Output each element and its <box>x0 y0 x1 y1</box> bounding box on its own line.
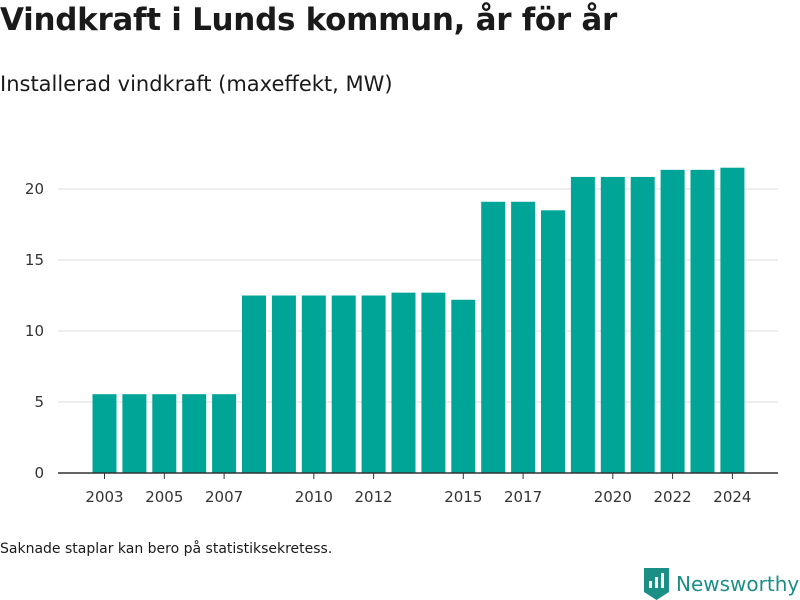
bars <box>92 167 745 474</box>
bar-2008 <box>242 295 266 473</box>
chart-title: Vindkraft i Lunds kommun, år för år <box>0 2 617 38</box>
chart-subtitle: Installerad vindkraft (maxeffekt, MW) <box>0 72 393 96</box>
y-axis-tick-labels: 0 5 10 15 20 <box>25 180 44 482</box>
x-tick-label: 2005 <box>145 488 183 506</box>
bar-2011 <box>331 295 356 473</box>
bar-2017 <box>511 201 536 473</box>
y-tick-label: 5 <box>34 393 44 411</box>
bar-chart: 0 5 10 15 20 2003 2005 2007 2010 2012 2015 2017 202… <box>25 167 778 506</box>
x-tick-label: 2022 <box>654 488 692 506</box>
bar-2019 <box>570 176 595 473</box>
bar-2016 <box>481 201 506 473</box>
bar-2007 <box>212 394 237 473</box>
x-tick-label: 2017 <box>504 488 542 506</box>
y-tick-label: 0 <box>34 464 44 482</box>
bar-2024 <box>720 167 745 473</box>
bar-2022 <box>660 169 685 473</box>
x-axis-ticks: 2003 2005 2007 2010 2012 2015 2017 2020 2022 2024 <box>85 473 751 506</box>
bar-2013 <box>391 292 416 473</box>
bar-2018 <box>541 210 565 474</box>
bar-2009 <box>271 295 296 473</box>
brand-logo: Newsworthy <box>644 568 799 600</box>
y-tick-label: 20 <box>25 180 44 198</box>
x-tick-label: 2015 <box>444 488 482 506</box>
bar-2006 <box>182 394 207 473</box>
bar-2015 <box>451 299 476 473</box>
bar-2023 <box>690 169 715 473</box>
brand-name: Newsworthy <box>676 572 800 596</box>
y-tick-label: 15 <box>25 251 44 269</box>
footnote: Saknade staplar kan bero på statistiksek… <box>0 541 333 557</box>
bar-2012 <box>361 295 386 473</box>
bar-2005 <box>152 394 177 473</box>
newsworthy-logo-icon <box>644 568 669 600</box>
y-tick-label: 10 <box>25 322 44 340</box>
x-tick-label: 2024 <box>713 488 751 506</box>
bar-2021 <box>630 176 655 473</box>
gridlines <box>58 188 778 403</box>
bar-2004 <box>122 394 147 473</box>
bar-2014 <box>421 292 446 473</box>
bar-2003 <box>92 394 117 473</box>
bar-2010 <box>301 295 326 473</box>
x-tick-label: 2020 <box>594 488 632 506</box>
x-tick-label: 2012 <box>355 488 393 506</box>
x-tick-label: 2007 <box>205 488 243 506</box>
x-tick-label: 2003 <box>85 488 123 506</box>
x-tick-label: 2010 <box>295 488 333 506</box>
bar-2020 <box>600 176 625 473</box>
